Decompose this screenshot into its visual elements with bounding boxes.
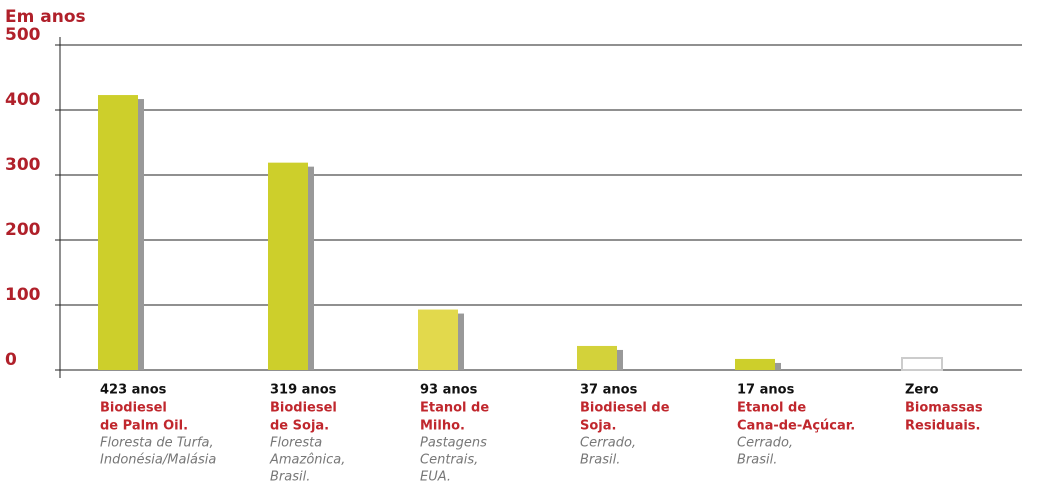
category-note: Amazônica,: [269, 453, 345, 468]
category-note: Brasil.: [737, 453, 777, 468]
category-note: Cerrado,: [737, 436, 793, 451]
category-label: Biodiesel de: [580, 401, 670, 416]
category-label: de Palm Oil.: [100, 419, 188, 434]
category-note: Brasil.: [270, 470, 310, 485]
category-note: EUA.: [420, 470, 451, 485]
category-label: Soja.: [580, 419, 616, 434]
value-label: 37 anos: [580, 383, 638, 398]
category-note: Floresta: [270, 436, 322, 451]
category-label: de Soja.: [270, 419, 329, 434]
chart-title: Em anos: [5, 7, 86, 27]
bar: [268, 162, 308, 370]
category-note: Indonésia/Malásia: [100, 453, 216, 468]
category-label: Cana-de-Açúcar.: [737, 419, 855, 434]
category-label: Biomassas: [905, 401, 983, 416]
y-tick-label: 200: [5, 220, 41, 240]
y-tick-label: 400: [5, 90, 41, 110]
value-label: 17 anos: [737, 383, 795, 398]
value-label: 319 anos: [270, 383, 337, 398]
category-label: Etanol de: [737, 401, 806, 416]
bar: [98, 95, 138, 371]
category-note: Pastagens: [420, 436, 487, 451]
y-tick-label: 0: [5, 350, 17, 370]
category-label: Residuais.: [905, 419, 981, 434]
value-label: 423 anos: [100, 383, 167, 398]
bar: [418, 309, 458, 370]
y-tick-label: 100: [5, 285, 41, 305]
category-label: Biodiesel: [100, 401, 167, 416]
category-label: Milho.: [420, 419, 465, 434]
bar: [901, 357, 943, 371]
bar: [735, 358, 775, 370]
category-label: Etanol de: [420, 401, 489, 416]
value-label: 93 anos: [420, 383, 478, 398]
category-note: Centrais,: [420, 453, 478, 468]
y-tick-label: 300: [5, 155, 41, 175]
category-label: Biodiesel: [270, 401, 337, 416]
category-note: Brasil.: [580, 453, 620, 468]
bar: [577, 345, 617, 370]
value-label: Zero: [905, 383, 939, 398]
category-note: Floresta de Turfa,: [100, 436, 214, 451]
y-tick-label: 500: [5, 25, 41, 45]
category-note: Cerrado,: [580, 436, 636, 451]
